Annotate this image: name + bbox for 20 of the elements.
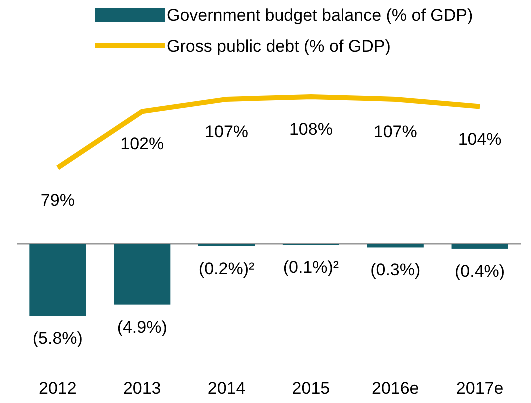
data-label: 107% xyxy=(374,122,418,142)
data-label: (0.3%) xyxy=(370,260,421,280)
data-label: 104% xyxy=(458,130,502,149)
data-label: 102% xyxy=(120,134,164,154)
data-label: (0.1%)² xyxy=(283,258,340,278)
data-label: 79% xyxy=(40,191,75,210)
x-tick-label: 2012 xyxy=(39,379,77,398)
data-label: (0.4%) xyxy=(455,262,506,281)
data-label: (4.9%) xyxy=(117,318,168,337)
legend-label: Government budget balance (% of GDP) xyxy=(167,6,474,25)
data-label: (5.8%) xyxy=(32,329,83,348)
data-label: (0.2%)² xyxy=(198,259,255,278)
x-tick-label: 2016e xyxy=(372,379,420,398)
x-tick-label: 2013 xyxy=(123,379,162,398)
x-tick-label: 2017e xyxy=(456,379,504,398)
data-label: 108% xyxy=(289,120,333,139)
legend-label: Gross public debt (% of GDP) xyxy=(167,37,391,56)
x-tick-label: 2014 xyxy=(208,379,246,398)
data-label: 107% xyxy=(205,122,249,142)
x-tick-label: 2015 xyxy=(292,379,330,398)
